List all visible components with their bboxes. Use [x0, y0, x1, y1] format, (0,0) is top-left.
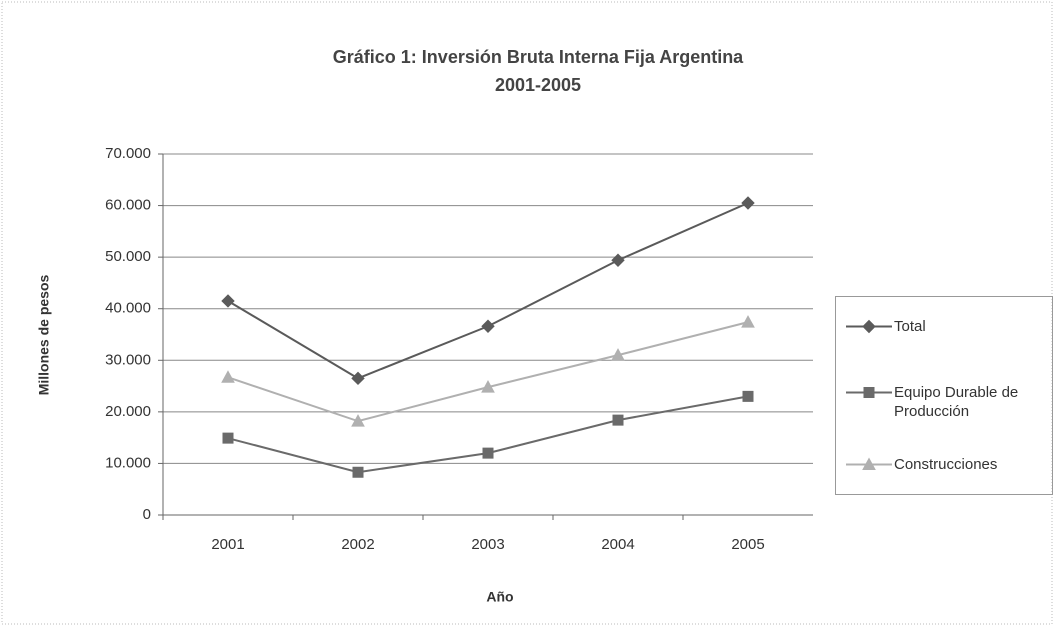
- line-series: [227, 321, 749, 423]
- legend: Total Equipo Durable de Producción Constru…: [835, 296, 1053, 495]
- x-tick-label: 2002: [341, 536, 374, 553]
- marker: [611, 253, 625, 267]
- x-tick-label: 2004: [601, 536, 634, 553]
- marker: [862, 457, 876, 470]
- marker: [351, 414, 365, 427]
- marker: [221, 370, 235, 383]
- chart-subtitle: 2001-2005: [495, 75, 581, 95]
- y-tick-label: 10.000: [105, 454, 151, 471]
- legend-swatch: [846, 319, 892, 334]
- marker: [862, 319, 876, 334]
- legend-label: Construcciones: [894, 456, 998, 473]
- y-tick-label: 0: [143, 506, 151, 523]
- marker: [352, 466, 364, 478]
- legend-label: Equipo Durable de Producción: [894, 384, 1019, 420]
- x-tick-label: 2003: [471, 536, 504, 553]
- y-tick-label: 60.000: [105, 197, 151, 214]
- x-tick-label: 2001: [211, 536, 244, 553]
- chart-title: Gráfico 1: Inversión Bruta Interna Fija …: [333, 47, 744, 67]
- marker: [741, 315, 755, 328]
- marker: [611, 348, 625, 361]
- legend-item: Total: [844, 317, 1044, 336]
- marker: [222, 432, 234, 444]
- marker: [742, 390, 754, 402]
- y-tick-label: 50.000: [105, 248, 151, 265]
- x-tick-label: 2005: [731, 536, 764, 553]
- marker: [221, 294, 235, 308]
- legend-item: Construcciones: [844, 455, 1044, 474]
- legend-label: Total: [894, 318, 926, 335]
- y-tick-label: 30.000: [105, 351, 151, 368]
- legend-swatch: [846, 387, 892, 398]
- marker: [481, 319, 495, 333]
- y-axis-label: Millones de pesos: [36, 274, 52, 395]
- marker: [741, 196, 755, 210]
- x-axis-label: Año: [486, 589, 513, 605]
- marker: [481, 380, 495, 393]
- legend-swatch: [846, 457, 892, 470]
- y-tick-label: 20.000: [105, 403, 151, 420]
- marker: [863, 387, 875, 398]
- y-tick-label: 70.000: [105, 145, 151, 162]
- marker: [351, 371, 365, 386]
- marker: [612, 414, 624, 426]
- line-series: [227, 202, 749, 380]
- y-tick-label: 40.000: [105, 300, 151, 317]
- marker: [482, 447, 494, 459]
- legend-item: Equipo Durable de Producción: [844, 383, 1044, 421]
- line-series: [227, 395, 749, 474]
